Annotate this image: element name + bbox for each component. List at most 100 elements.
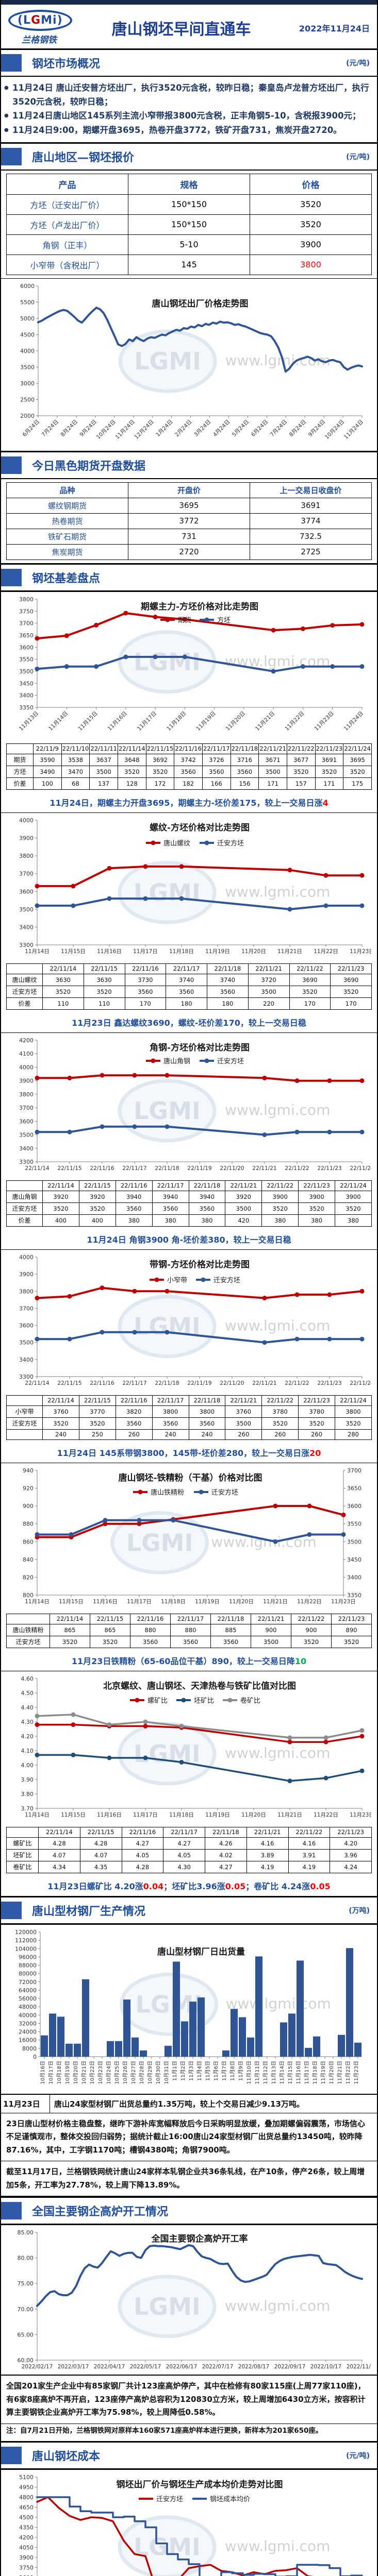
svg-text:22/11/19: 22/11/19 (187, 1380, 211, 1386)
svg-text:LGMI: LGMI (126, 1529, 193, 1556)
svg-text:LGMI: LGMI (134, 1312, 201, 1340)
svg-text:112000: 112000 (15, 1937, 37, 1944)
svg-text:22/11/21: 22/11/21 (252, 1380, 276, 1386)
svg-text:3400: 3400 (19, 924, 34, 930)
svg-text:11月18日: 11月18日 (169, 1812, 194, 1818)
svg-text:3800: 3800 (19, 853, 34, 859)
svg-text:11月21日: 11月21日 (277, 948, 302, 955)
svg-text:11月14日: 11月14日 (279, 2061, 285, 2084)
svg-text:4000: 4000 (19, 1064, 34, 1071)
svg-text:10月21日: 10月21日 (81, 2061, 87, 2084)
svg-text:120000: 120000 (15, 1929, 37, 1936)
svg-text:10月19日: 10月19日 (64, 2061, 71, 2084)
svg-text:3550: 3550 (19, 656, 34, 663)
svg-text:5100: 5100 (19, 2474, 34, 2481)
svg-text:www.lgmi.com: www.lgmi.com (225, 1995, 331, 2012)
section-marker-icon (1, 54, 22, 72)
svg-text:22/11/22: 22/11/22 (285, 1165, 309, 1172)
svg-text:9月24日: 9月24日 (78, 419, 98, 438)
svg-text:11月5日: 11月5日 (205, 2061, 211, 2081)
svg-text:11月20日: 11月20日 (241, 1812, 266, 1818)
svg-text:4000: 4000 (19, 817, 34, 824)
svg-text:3500: 3500 (19, 1131, 34, 1138)
section-production-unit: (万吨) (349, 1906, 370, 1915)
svg-text:3600: 3600 (19, 1118, 34, 1125)
svg-text:11月22日: 11月22日 (314, 948, 338, 955)
shipment-summary-row: 11月23日 唐山24家型材钢厂出货总量约1.35万吨，较上个交易日减少9.13… (1, 2094, 377, 2113)
svg-text:11月19日: 11月19日 (320, 2061, 326, 2084)
svg-text:3500: 3500 (347, 1538, 361, 1545)
section-cost-unit: (元/吨) (346, 2451, 370, 2460)
logo-caption: 兰格钢铁 (22, 35, 57, 45)
svg-text:11月14日: 11月14日 (25, 1812, 50, 1818)
page-title: 唐山钢坯早间直通车 (111, 20, 251, 39)
svg-text:www.lgmi.com: www.lgmi.com (225, 1101, 330, 1118)
svg-text:22/11/16: 22/11/16 (90, 1165, 114, 1172)
svg-text:11月4日: 11月4日 (196, 2061, 203, 2081)
svg-text:3700: 3700 (19, 1105, 34, 1111)
cost-compare-chart: LGMIwww.lgmi.com330034503600375039004050… (1, 2469, 377, 2576)
svg-text:11月23日: 11月23日 (313, 710, 335, 732)
svg-text:6000: 6000 (20, 283, 35, 290)
svg-text:2022/08/17: 2022/08/17 (238, 2364, 269, 2370)
svg-text:11月21日: 11月21日 (263, 1599, 288, 1605)
svg-text:3700: 3700 (19, 1305, 34, 1312)
section-cost-title: 唐山钢坯成本 (32, 2450, 101, 2463)
svg-text:3700: 3700 (19, 620, 34, 627)
svg-text:11月17日: 11月17日 (136, 710, 157, 732)
svg-text:900: 900 (23, 1503, 34, 1510)
svg-text:卷矿比: 卷矿比 (240, 1697, 260, 1705)
svg-text:迁安方坯: 迁安方坯 (156, 2495, 183, 2503)
svg-text:3000: 3000 (20, 380, 35, 387)
svg-text:10月29日: 10月29日 (147, 2061, 153, 2084)
svg-text:2022/10/17: 2022/10/17 (310, 2364, 341, 2370)
svg-text:2500: 2500 (20, 396, 35, 403)
svg-text:11月22日: 11月22日 (297, 1599, 322, 1605)
svg-text:880: 880 (23, 1521, 34, 1528)
blast-paragraph: 全国201家生产企业中有85家钢厂共计123座高炉停产，其中在检修有80家115… (1, 2376, 377, 2424)
svg-text:11月20日: 11月20日 (229, 1599, 254, 1605)
bullet-item: ● 11月24日9:00，期螺开盘3695，热卷开盘3772，铁矿开盘731，焦炭… (4, 123, 372, 137)
svg-text:唐山角钢: 唐山角钢 (163, 1057, 190, 1065)
section-marker-icon (1, 2202, 22, 2220)
svg-text:期货: 期货 (178, 616, 191, 624)
svg-text:3450: 3450 (19, 680, 34, 687)
svg-text:3350: 3350 (19, 704, 34, 711)
svg-text:钢坯成本均价: 钢坯成本均价 (210, 2496, 250, 2503)
svg-text:4.10: 4.10 (21, 1748, 34, 1754)
svg-text:唐山钢坯出厂价格走势图: 唐山钢坯出厂价格走势图 (152, 298, 248, 309)
ore-ratio-chart: LGMI www.lgmi.com 3.70 3.80 3.90 4.00 4.10 4.20… (1, 1670, 377, 1824)
strip-vs-billet-table: 22/11/14 22/11/15 22/11/16 22/11/17 22/11/18… (1, 1392, 377, 1443)
lgmi-logo-icon: (LGMi) (8, 10, 72, 31)
svg-text:螺矿比: 螺矿比 (147, 1697, 168, 1705)
svg-text:11月18日: 11月18日 (169, 948, 194, 955)
svg-text:10月23日: 10月23日 (97, 2061, 104, 2084)
svg-text:带钢-方坯价格对比走势图: 带钢-方坯价格对比走势图 (149, 1259, 249, 1270)
section-marker-icon (1, 456, 22, 474)
svg-text:11月15日: 11月15日 (287, 2061, 293, 2084)
futures-vs-billet-table: 22/11/9 22/11/10 22/11/11 22/11/14 22/11/15 2… (1, 740, 377, 793)
svg-text:920: 920 (23, 1485, 34, 1492)
svg-text:3.90: 3.90 (21, 1776, 34, 1783)
report-header: (LGMi) 兰格钢铁 唐山钢坯早间直通车 2022年11月24日 (1, 5, 377, 48)
svg-text:85.00: 85.00 (17, 2229, 34, 2236)
svg-text:4350: 4350 (19, 2524, 34, 2531)
svg-text:www.lgmi.com: www.lgmi.com (225, 2297, 330, 2314)
svg-text:48000: 48000 (19, 2004, 37, 2010)
svg-text:8月24日: 8月24日 (288, 419, 307, 438)
svg-text:11月24日: 11月24日 (342, 419, 364, 440)
svg-text:11月16日: 11月16日 (106, 710, 128, 732)
svg-text:11月11日: 11月11日 (254, 2061, 260, 2084)
svg-text:3500: 3500 (19, 906, 34, 913)
section-quotes-title: 唐山地区—钢坯报价 (32, 151, 135, 164)
svg-text:70.00: 70.00 (17, 2306, 34, 2313)
section-marker-icon (1, 1901, 22, 1919)
svg-text:LGMI: LGMI (134, 347, 201, 375)
section-overview-header: 钢坯市场概况 (元/吨) (1, 48, 377, 77)
section-futures-header: 今日黑色期货开盘数据 (1, 450, 377, 479)
svg-text:11月18日: 11月18日 (312, 2061, 318, 2084)
svg-text:11月24日: 11月24日 (114, 419, 136, 440)
svg-text:2月24日: 2月24日 (174, 419, 193, 438)
svg-text:3900: 3900 (19, 1078, 34, 1084)
svg-text:4500: 4500 (20, 331, 35, 338)
